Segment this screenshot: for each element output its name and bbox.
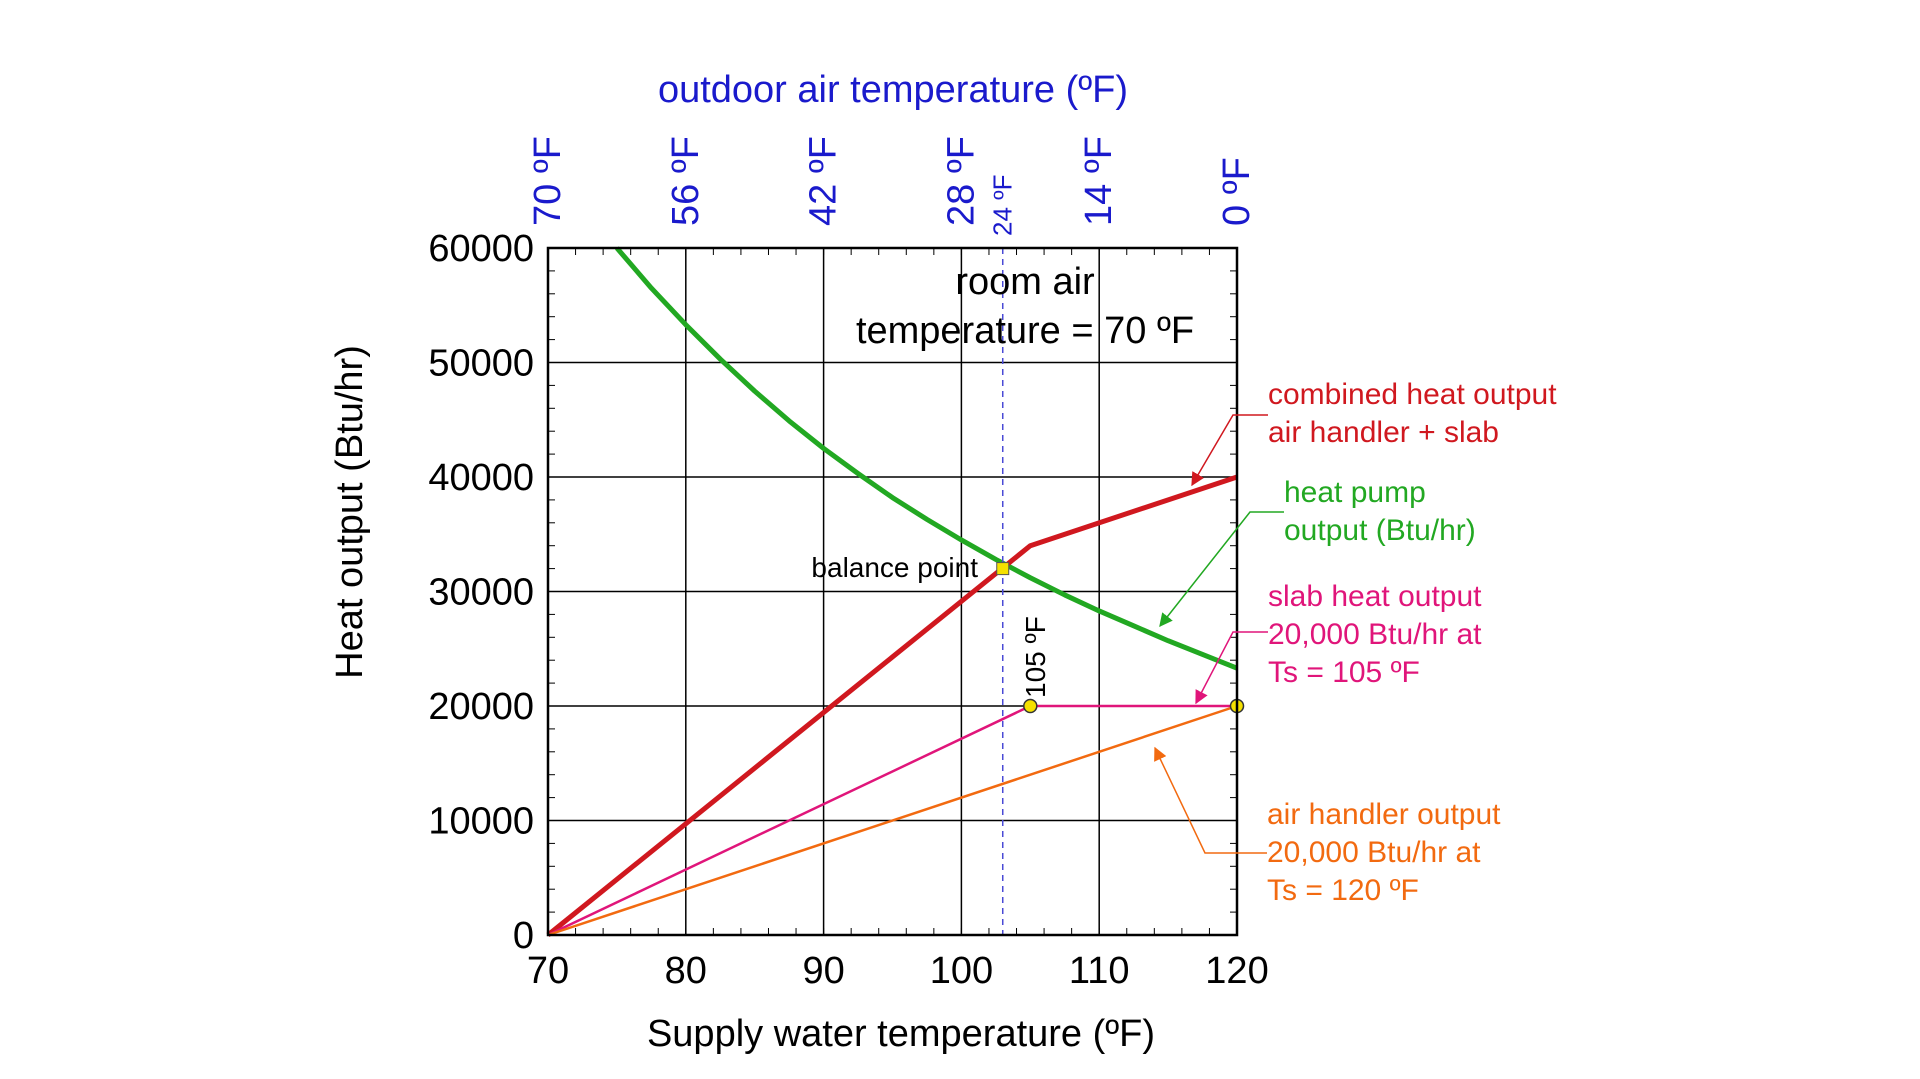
air-label-1: air handler output	[1267, 798, 1501, 831]
label-105: 105 ºF	[1020, 616, 1051, 698]
top-axis-label: outdoor air temperature (ºF)	[658, 69, 1128, 111]
balance-point-label: balance point	[811, 552, 978, 583]
top-tick-labels: 70 ºF 56 ºF 42 ºF 28 ºF 14 ºF 0 ºF 24 ºF	[527, 136, 1258, 236]
top-tick-label: 0 ºF	[1216, 157, 1258, 226]
heatpump-label-2: output (Btu/hr)	[1284, 514, 1476, 547]
series-combined-line	[546, 474, 1238, 937]
x-tick-label: 90	[802, 950, 844, 992]
balance-point-marker	[996, 562, 1010, 576]
y-tick-label: 30000	[428, 572, 534, 614]
air-label-2: 20,000 Btu/hr at	[1267, 836, 1481, 869]
plot-frame	[546, 246, 1239, 937]
callout-arrows	[1154, 414, 1284, 854]
room-air-label-2: temperature = 70 ºF	[856, 310, 1194, 352]
x-tick-label: 100	[930, 950, 993, 992]
slab-label-3: Ts = 105 ºF	[1268, 656, 1420, 689]
x-tick-label: 120	[1205, 950, 1268, 992]
heatpump-label-1: heat pump	[1284, 476, 1426, 509]
air-label-3: Ts = 120 ºF	[1267, 874, 1419, 907]
y-tick-label: 20000	[428, 686, 534, 728]
combined-label-1: combined heat output	[1268, 378, 1557, 411]
y-tick-label: 50000	[428, 343, 534, 385]
callout-arrow-slab	[1195, 631, 1268, 705]
annotation-combined: combined heat output air handler + slab	[1268, 378, 1557, 449]
y-tick-label: 60000	[428, 228, 534, 270]
callout-arrow-air-handler	[1154, 746, 1267, 854]
annotation-heat-pump: heat pump output (Btu/hr)	[1284, 476, 1476, 547]
y-tick-label: 40000	[428, 457, 534, 499]
y-axis-label: Heat output (Btu/hr)	[329, 345, 371, 679]
x-tick-labels: 70 80 90 100 110 120	[527, 950, 1269, 992]
annotation-slab: slab heat output 20,000 Btu/hr at Ts = 1…	[1268, 580, 1482, 689]
top-tick-label: 14 ºF	[1078, 136, 1120, 226]
top-tick-label: 56 ºF	[665, 136, 707, 226]
point-marker-0	[1023, 698, 1038, 714]
series-heat_pump-line	[615, 246, 1238, 671]
top-tick-label: 42 ºF	[803, 136, 845, 226]
y-tick-label: 0	[513, 915, 534, 957]
callout-arrow-heat-pump	[1159, 511, 1284, 628]
slab-label-1: slab heat output	[1268, 580, 1482, 613]
x-tick-label: 110	[1069, 950, 1130, 992]
top-tick-label: 28 ºF	[940, 136, 982, 226]
room-air-label-1: room air	[955, 261, 1095, 303]
callout-arrow-combined	[1191, 414, 1268, 487]
x-tick-label: 80	[665, 950, 707, 992]
combined-label-2: air handler + slab	[1268, 416, 1499, 449]
top-tick-label-extra: 24 ºF	[988, 174, 1018, 236]
x-axis-label: Supply water temperature (ºF)	[647, 1013, 1155, 1055]
x-tick-label: 70	[527, 950, 569, 992]
annotation-air-handler: air handler output 20,000 Btu/hr at Ts =…	[1267, 798, 1501, 907]
y-tick-labels: 0 10000 20000 30000 40000 50000 60000	[428, 228, 534, 957]
y-tick-label: 10000	[428, 801, 534, 843]
series-air_handler-line	[547, 704, 1238, 937]
top-tick-label: 70 ºF	[527, 136, 569, 226]
slab-label-2: 20,000 Btu/hr at	[1268, 618, 1482, 651]
